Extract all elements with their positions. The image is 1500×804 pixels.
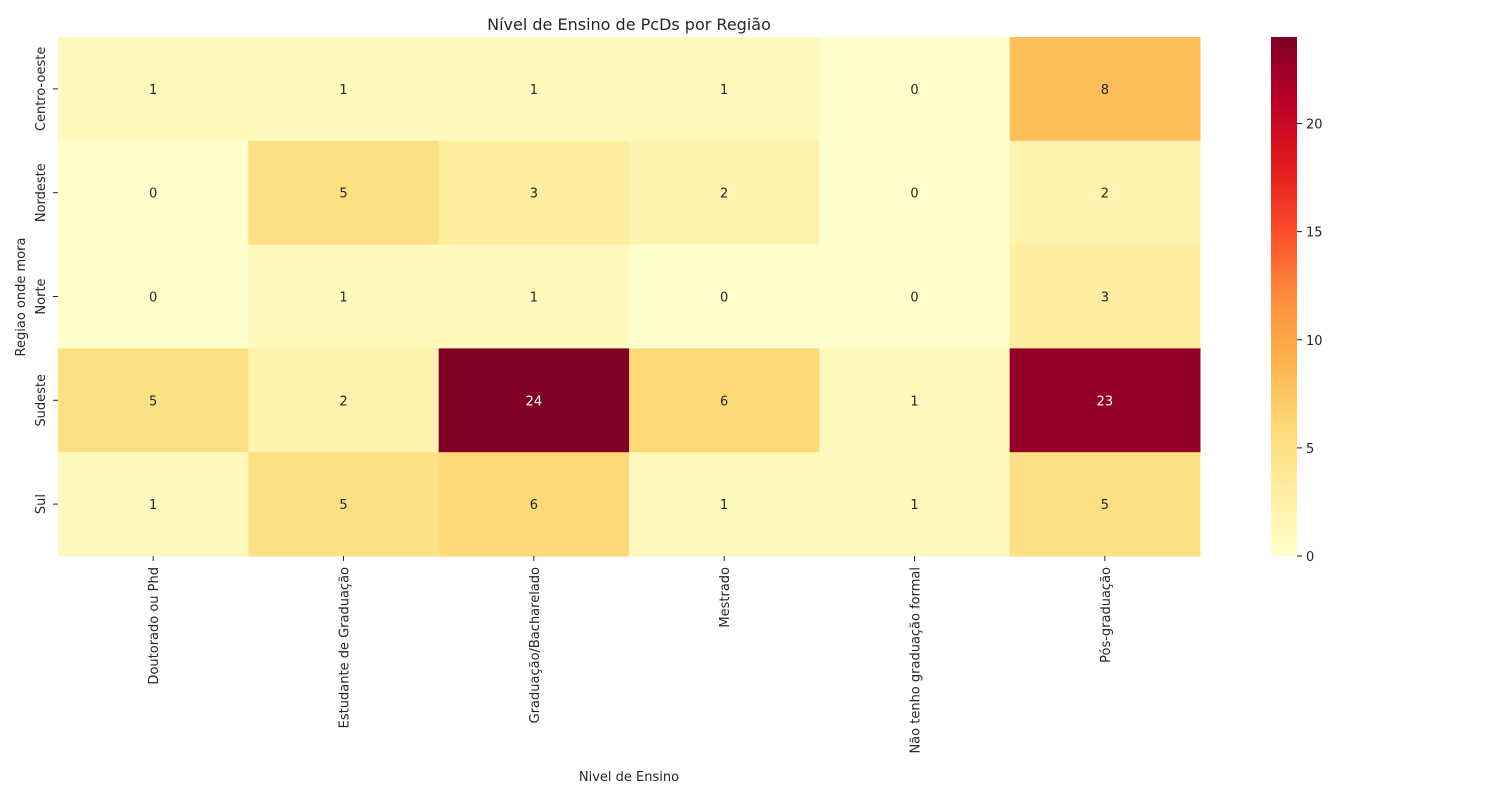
heatmap-cell xyxy=(1009,140,1201,246)
heatmap-cell xyxy=(248,348,440,453)
y-axis-label: Regiao onde mora xyxy=(14,238,29,357)
colorbar-tick-label: 15 xyxy=(1306,226,1323,241)
heatmap-cell xyxy=(58,37,249,142)
heatmap-cell xyxy=(629,37,820,142)
cell-value: 0 xyxy=(720,291,728,306)
heatmap-cell xyxy=(1009,452,1201,557)
cell-value: 0 xyxy=(910,83,918,98)
cell-value: 3 xyxy=(1101,291,1109,306)
heatmap-cell xyxy=(819,37,1011,142)
cell-value: 2 xyxy=(339,394,347,409)
cell-value: 5 xyxy=(339,498,347,513)
cell-value: 0 xyxy=(149,187,157,202)
colorbar xyxy=(1271,37,1297,556)
heatmap-cell xyxy=(58,140,249,246)
colorbar-tick-label: 5 xyxy=(1306,442,1314,457)
x-tick-label: Pós-graduação xyxy=(1099,567,1114,663)
heatmap-cell xyxy=(58,452,249,557)
cell-value: 5 xyxy=(1101,498,1109,513)
heatmap-cell xyxy=(438,37,630,142)
cell-value: 6 xyxy=(720,394,728,409)
colorbar-ticks: 0 5 10 15 20 xyxy=(1297,118,1323,565)
cell-value: 3 xyxy=(530,187,538,202)
heatmap-cell xyxy=(1009,348,1201,453)
colorbar-tick-label: 20 xyxy=(1306,118,1323,133)
heatmap-cell xyxy=(819,348,1011,453)
heatmap-cell xyxy=(629,348,820,453)
colorbar-tick-label: 0 xyxy=(1306,550,1314,565)
y-tick-label: Norte xyxy=(34,278,49,314)
heatmap-cells xyxy=(58,37,1201,557)
x-tick-label: Estudante de Graduação xyxy=(338,567,353,728)
cell-value: 5 xyxy=(149,394,157,409)
cell-value: 0 xyxy=(910,187,918,202)
heatmap-cell xyxy=(1009,244,1201,349)
colorbar-tick-label: 10 xyxy=(1306,334,1323,349)
y-tick-label: Nordeste xyxy=(34,163,49,222)
x-axis-label: Nivel de Ensino xyxy=(579,770,679,785)
cell-value: 0 xyxy=(910,291,918,306)
cell-value: 1 xyxy=(910,394,918,409)
y-tick-label: Sudeste xyxy=(34,374,49,427)
cell-value: 1 xyxy=(149,83,157,98)
x-tick-label: Mestrado xyxy=(718,567,733,628)
cell-value: 5 xyxy=(339,187,347,202)
cell-value: 8 xyxy=(1101,83,1109,98)
heatmap-cell xyxy=(1009,37,1201,142)
y-axis-ticks: Centro-oeste Nordeste Norte Sudeste Sul xyxy=(34,47,58,514)
cell-value: 1 xyxy=(910,498,918,513)
heatmap-cell xyxy=(248,37,440,142)
heatmap-cell xyxy=(629,452,820,557)
heatmap-cell xyxy=(248,140,440,246)
heatmap-cell xyxy=(629,140,820,246)
cell-value: 1 xyxy=(339,83,347,98)
heatmap-cell xyxy=(58,348,249,453)
heatmap-cell xyxy=(819,244,1011,349)
cell-value: 6 xyxy=(530,498,538,513)
heatmap-cell xyxy=(248,244,440,349)
x-axis-ticks: Doutorado ou Phd Estudante de Graduação Gr… xyxy=(147,556,1114,754)
cell-value: 2 xyxy=(1101,187,1109,202)
heatmap-cell xyxy=(438,244,630,349)
cell-value: 1 xyxy=(530,83,538,98)
heatmap-cell xyxy=(438,348,630,453)
heatmap-cell xyxy=(438,140,630,246)
heatmap-cell xyxy=(58,244,249,349)
x-tick-label: Doutorado ou Phd xyxy=(147,567,162,685)
heatmap-cell xyxy=(629,244,820,349)
y-tick-label: Centro-oeste xyxy=(34,47,49,131)
cell-value: 1 xyxy=(720,83,728,98)
cell-value: 0 xyxy=(149,291,157,306)
x-tick-label: Graduação/Bacharelado xyxy=(528,567,543,723)
x-tick-label: Não tenho graduação formal xyxy=(909,567,924,754)
heatmap-cell xyxy=(438,452,630,557)
cell-value: 1 xyxy=(720,498,728,513)
cell-value: 24 xyxy=(526,394,543,409)
cell-value: 2 xyxy=(720,187,728,202)
cell-annotations: 1 1 1 1 0 8 0 5 3 2 0 2 0 1 1 0 0 3 5 2 24 6 1 23 1 5 6 1 1 5 xyxy=(149,83,1113,513)
cell-value: 1 xyxy=(530,291,538,306)
heatmap-cell xyxy=(248,452,440,557)
heatmap-cell xyxy=(819,140,1011,246)
cell-value: 23 xyxy=(1097,394,1114,409)
y-tick-label: Sul xyxy=(34,494,49,514)
cell-value: 1 xyxy=(149,498,157,513)
cell-value: 1 xyxy=(339,291,347,306)
heatmap-cell xyxy=(819,452,1011,557)
chart-title: Nível de Ensino de PcDs por Região xyxy=(487,15,771,34)
